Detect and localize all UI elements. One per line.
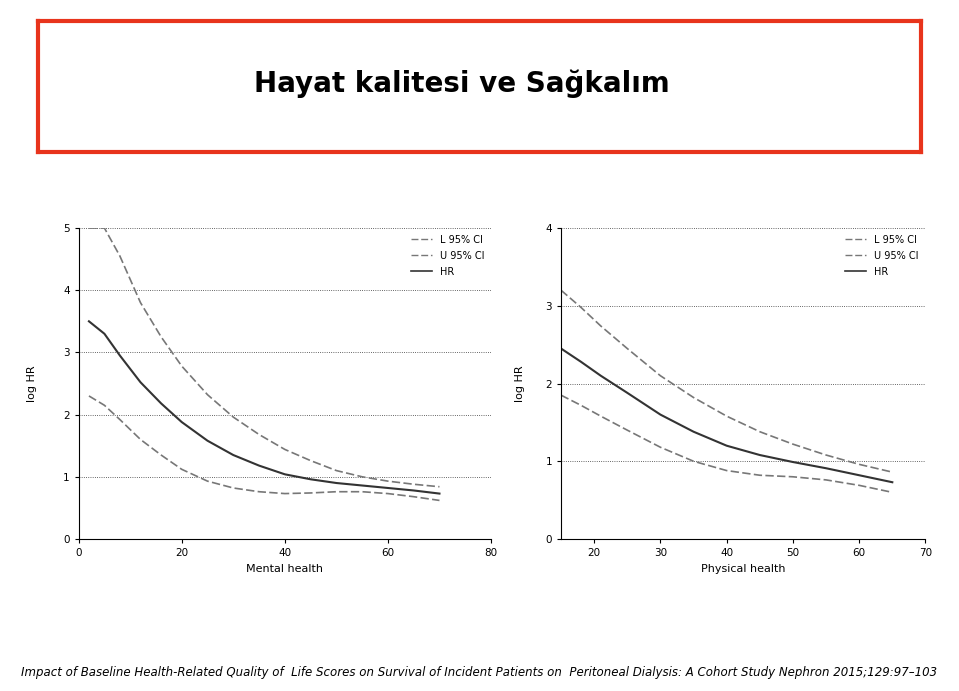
X-axis label: Physical health: Physical health — [701, 564, 785, 574]
Legend: L 95% CI, U 95% CI, HR: L 95% CI, U 95% CI, HR — [841, 231, 923, 281]
Legend: L 95% CI, U 95% CI, HR: L 95% CI, U 95% CI, HR — [407, 231, 488, 281]
Y-axis label: log HR: log HR — [28, 365, 37, 402]
Text: Hayat kalitesi ve Sağkalım: Hayat kalitesi ve Sağkalım — [254, 70, 669, 98]
Y-axis label: log HR: log HR — [515, 365, 525, 402]
X-axis label: Mental health: Mental health — [246, 564, 323, 574]
Text: Impact of Baseline Health-Related Quality of  Life Scores on Survival of Inciden: Impact of Baseline Health-Related Qualit… — [21, 665, 938, 679]
